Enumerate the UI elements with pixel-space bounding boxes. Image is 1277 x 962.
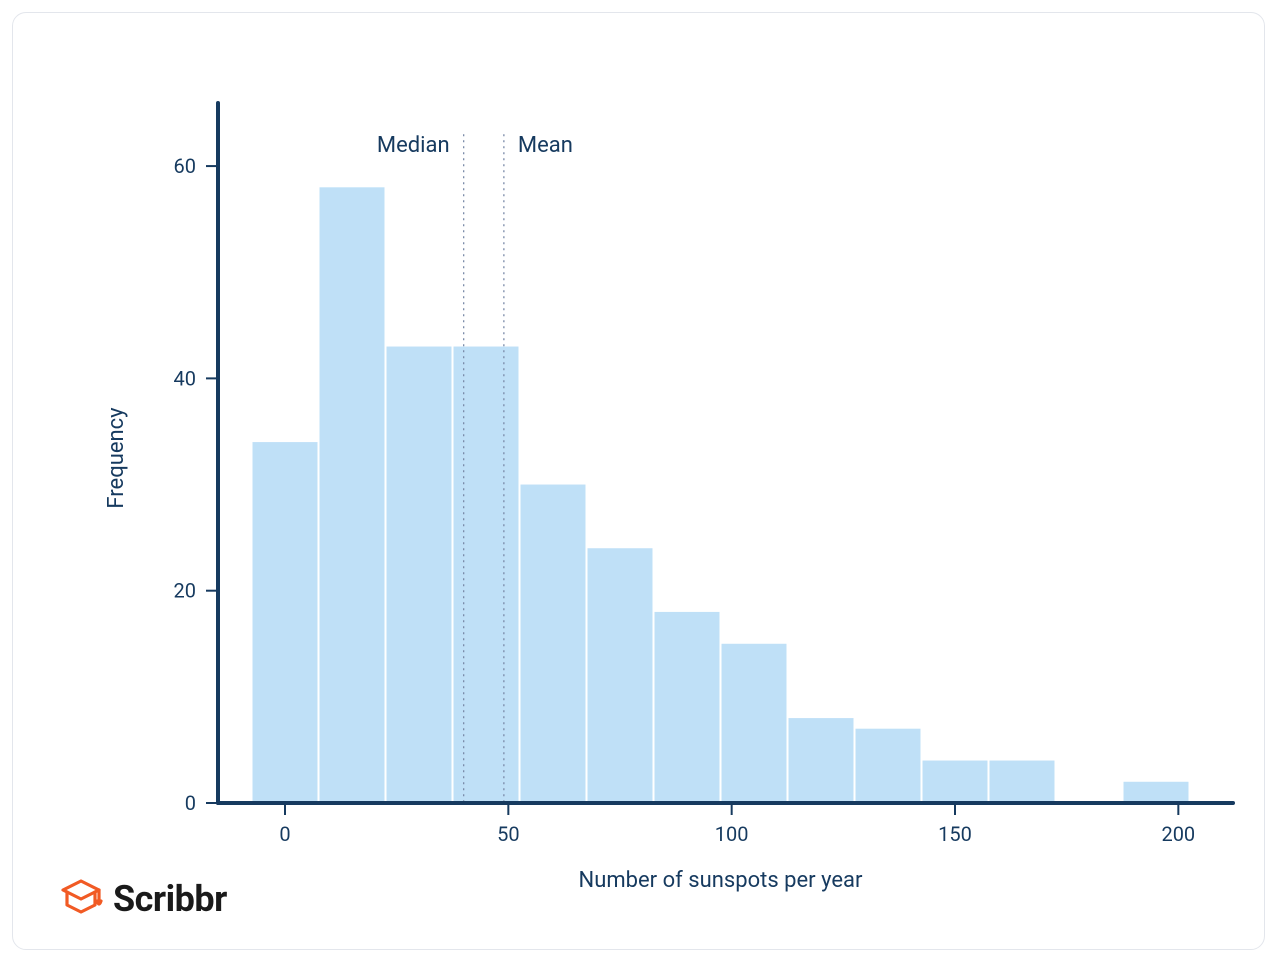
histogram-svg: Median Mean 0 20 40 60 0 50 100 150 200 Number of s… [13, 13, 1266, 951]
x-tick-label: 0 [279, 822, 290, 846]
y-axis-label: Frequency [104, 407, 129, 509]
histogram-bar [320, 187, 385, 803]
brand-text: Scribbr [113, 878, 227, 920]
histogram-bar [253, 442, 318, 803]
histogram-bar [722, 644, 787, 803]
y-tick-label: 40 [174, 366, 196, 390]
x-tick-label: 100 [715, 822, 749, 846]
brand-logo: Scribbr [59, 877, 227, 921]
histogram-bar [923, 761, 988, 803]
x-tick-label: 50 [497, 822, 519, 846]
histogram-bar [387, 347, 452, 803]
x-tick-label: 150 [938, 822, 972, 846]
median-label: Median [377, 133, 450, 158]
histogram-bar [588, 548, 653, 803]
scribbr-icon [59, 877, 103, 921]
chart-container: Median Mean 0 20 40 60 0 50 100 150 200 Number of s… [13, 13, 1264, 949]
histogram-bar [856, 729, 921, 803]
x-axis-label: Number of sunspots per year [579, 868, 863, 893]
histogram-bar [1124, 782, 1189, 803]
chart-card: Median Mean 0 20 40 60 0 50 100 150 200 Number of s… [12, 12, 1265, 950]
histogram-bar [789, 718, 854, 803]
x-tick-label: 200 [1161, 822, 1195, 846]
histogram-bar [990, 761, 1055, 803]
y-tick-label: 60 [174, 154, 196, 178]
y-tick-label: 0 [185, 791, 196, 815]
histogram-bar [655, 612, 720, 803]
histogram-bar [521, 485, 586, 803]
mean-label: Mean [518, 133, 573, 158]
y-tick-label: 20 [174, 579, 196, 603]
